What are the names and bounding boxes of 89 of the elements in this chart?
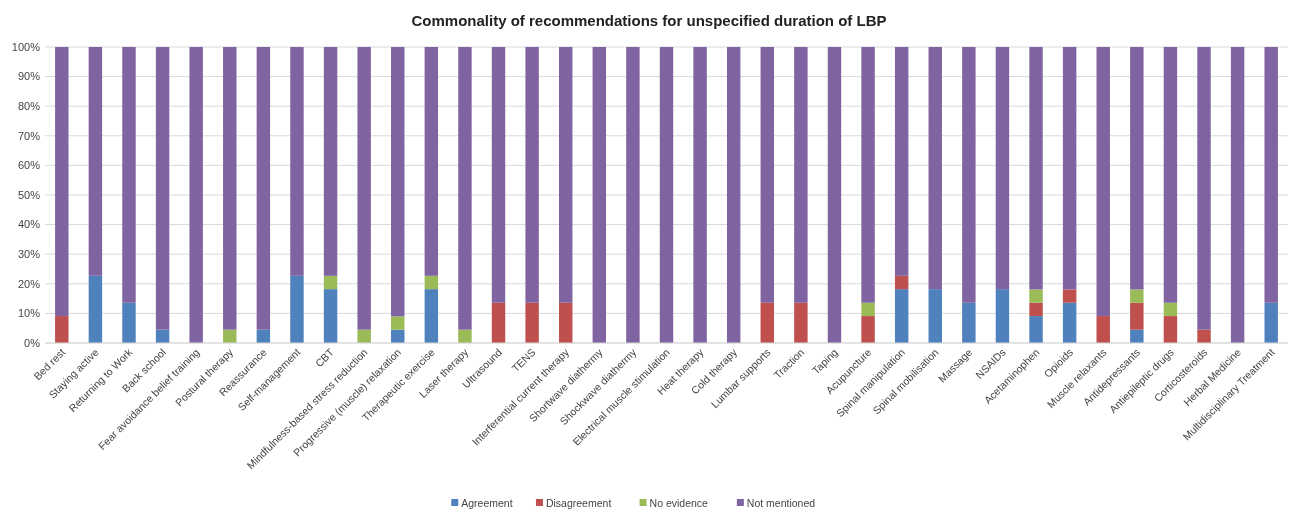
bar: [122, 47, 136, 303]
bar: [525, 302, 539, 343]
bar: [391, 47, 405, 317]
y-tick-label: 50%: [17, 188, 41, 201]
bar: [55, 316, 69, 343]
bar: [424, 289, 439, 343]
bar: [1163, 316, 1178, 343]
bar: [760, 47, 774, 303]
y-tick-label: 10%: [17, 307, 41, 320]
bar: [323, 289, 338, 343]
y-tick-label: 90%: [17, 70, 41, 83]
bar: [1096, 47, 1110, 317]
y-tick-label: 20%: [17, 277, 41, 290]
bar: [1130, 302, 1144, 330]
bar: [1264, 302, 1278, 343]
bar: [491, 302, 506, 343]
bar: [256, 47, 271, 330]
bar: [861, 316, 875, 343]
bar: [1029, 47, 1043, 290]
bar: [55, 47, 69, 317]
bar: [525, 47, 539, 303]
legend-label: Agreement: [461, 497, 513, 509]
bar: [592, 47, 607, 343]
bar: [391, 316, 405, 330]
bar: [122, 302, 136, 343]
bar: [1029, 302, 1043, 317]
y-tick-label: 80%: [17, 100, 41, 113]
bar: [962, 302, 976, 343]
bar: [928, 47, 942, 290]
bar: [424, 47, 439, 276]
bar: [323, 275, 338, 290]
bar: [659, 47, 674, 343]
bar: [1062, 302, 1077, 343]
bar: [1197, 329, 1211, 343]
bar: [559, 302, 573, 343]
bar: [626, 47, 640, 343]
bar: [559, 47, 573, 303]
bar: [794, 47, 808, 303]
bar: [1230, 47, 1245, 343]
y-tick-label: 60%: [17, 159, 41, 172]
bar: [794, 302, 808, 343]
bar: [1163, 302, 1178, 317]
bar: [88, 47, 103, 276]
legend-label: Disagreement: [545, 497, 612, 509]
bar: [995, 289, 1010, 343]
legend-label: No evidence: [649, 497, 709, 509]
bar: [726, 47, 741, 343]
y-tick-label: 100%: [11, 40, 41, 53]
bar: [861, 47, 875, 303]
bar: [1163, 47, 1178, 303]
bar: [1130, 329, 1144, 343]
bar: [155, 47, 170, 330]
bar: [424, 275, 439, 290]
bar: [894, 47, 909, 276]
bar: [458, 329, 472, 343]
bar: [357, 329, 371, 343]
bar: [290, 275, 304, 343]
bar: [894, 289, 909, 343]
bar: [223, 47, 237, 330]
y-tick-label: 0%: [24, 336, 41, 349]
y-tick-label: 40%: [17, 218, 41, 231]
bar: [1096, 316, 1110, 343]
bar: [995, 47, 1010, 290]
bar: [827, 47, 842, 343]
bar: [1130, 47, 1144, 290]
y-tick-label: 70%: [17, 129, 41, 142]
bar: [894, 275, 909, 290]
bar: [1264, 47, 1278, 303]
bar: [928, 289, 942, 343]
bar: [1062, 289, 1077, 303]
bar: [323, 47, 338, 276]
bar: [1130, 289, 1144, 303]
bar: [1197, 47, 1211, 330]
legend-label: Not mentioned: [746, 497, 816, 509]
bar: [290, 47, 304, 276]
bar: [1062, 47, 1077, 290]
bar: [962, 47, 976, 303]
bar: [1029, 316, 1043, 343]
bar: [458, 47, 472, 330]
bar: [693, 47, 707, 343]
bar: [1029, 289, 1043, 303]
bar: [760, 302, 774, 343]
bar: [189, 47, 203, 343]
bar: [491, 47, 506, 303]
y-tick-label: 30%: [17, 248, 41, 261]
bar: [861, 302, 875, 317]
chart-title: Commonality of recommendations for unspecified duration of LBP: [411, 12, 887, 29]
bar: [357, 47, 371, 330]
bar: [88, 275, 103, 343]
